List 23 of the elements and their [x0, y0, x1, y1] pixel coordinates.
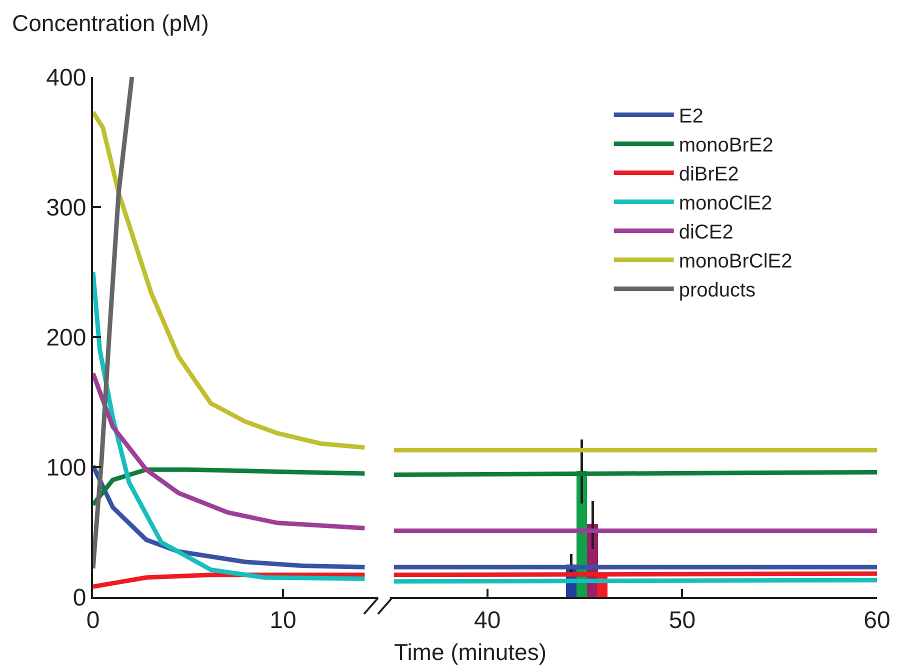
line-series — [93, 467, 367, 507]
x-axis-title: Time (minutes) — [394, 639, 546, 665]
y-tick-label: 300 — [46, 194, 86, 222]
y-tick-label: 200 — [46, 324, 86, 352]
legend-label: monoClE2 — [678, 192, 772, 214]
x-tick-label: 50 — [668, 606, 696, 634]
line-series — [93, 270, 367, 582]
legend-label: monoBrE2 — [678, 134, 774, 156]
line-series — [93, 77, 134, 571]
legend-label: products — [678, 280, 756, 302]
line-series — [93, 110, 367, 450]
y-tick-label: 400 — [46, 64, 86, 92]
legend-label: E2 — [678, 106, 704, 128]
y-tick-label: 100 — [46, 454, 86, 482]
x-tick-label: 60 — [864, 606, 890, 634]
line-series — [93, 371, 367, 530]
y-axis-title: Concentration (pM) — [12, 10, 209, 36]
y-tick-label: 0 — [72, 584, 86, 612]
legend-label: monoBrClE2 — [678, 250, 792, 272]
x-tick-label: 40 — [474, 606, 501, 634]
x-tick-label: 10 — [270, 606, 296, 634]
legend-label: diBrE2 — [678, 164, 739, 186]
legend-label: diCE2 — [678, 222, 734, 244]
